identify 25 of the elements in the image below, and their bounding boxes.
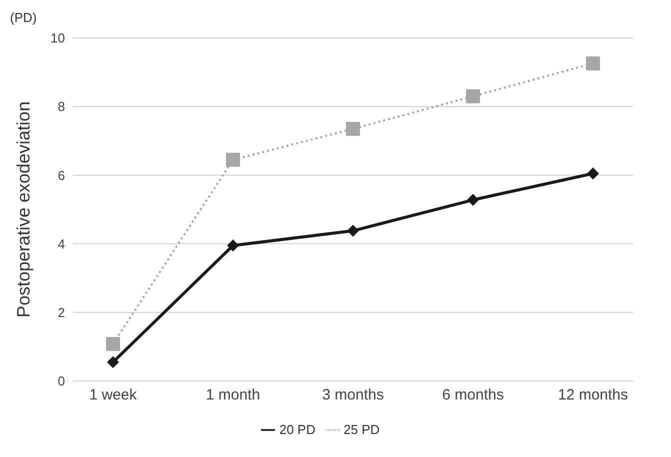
point (466, 89, 480, 104)
y-axis-title: Postoperative exodeviation (13, 101, 34, 318)
legend-label: 20 PD (279, 422, 316, 437)
y-tick-label: 8 (58, 99, 65, 114)
point (347, 224, 359, 237)
x-tick-label: 3 months (322, 386, 384, 404)
y-tick-label: 4 (58, 236, 65, 252)
y-tick-label: 10 (50, 30, 65, 46)
text: (PD) (10, 10, 37, 25)
y-tick-label: 0 (58, 374, 65, 389)
legend-label: 25 PD (344, 422, 380, 437)
x-tick-label: 1 week (89, 386, 138, 404)
point (107, 356, 119, 368)
x-tick-label: 1 month (206, 386, 260, 404)
point (226, 152, 240, 167)
point (586, 56, 600, 70)
y-tick-label: 2 (58, 305, 65, 320)
y-tick-label: 6 (58, 168, 65, 183)
point (106, 336, 120, 351)
point (346, 122, 360, 136)
x-tick-label: 6 months (442, 386, 504, 404)
point (467, 194, 479, 206)
x-tick-label: 12 months (558, 386, 628, 404)
point (587, 167, 599, 180)
point (227, 240, 239, 252)
